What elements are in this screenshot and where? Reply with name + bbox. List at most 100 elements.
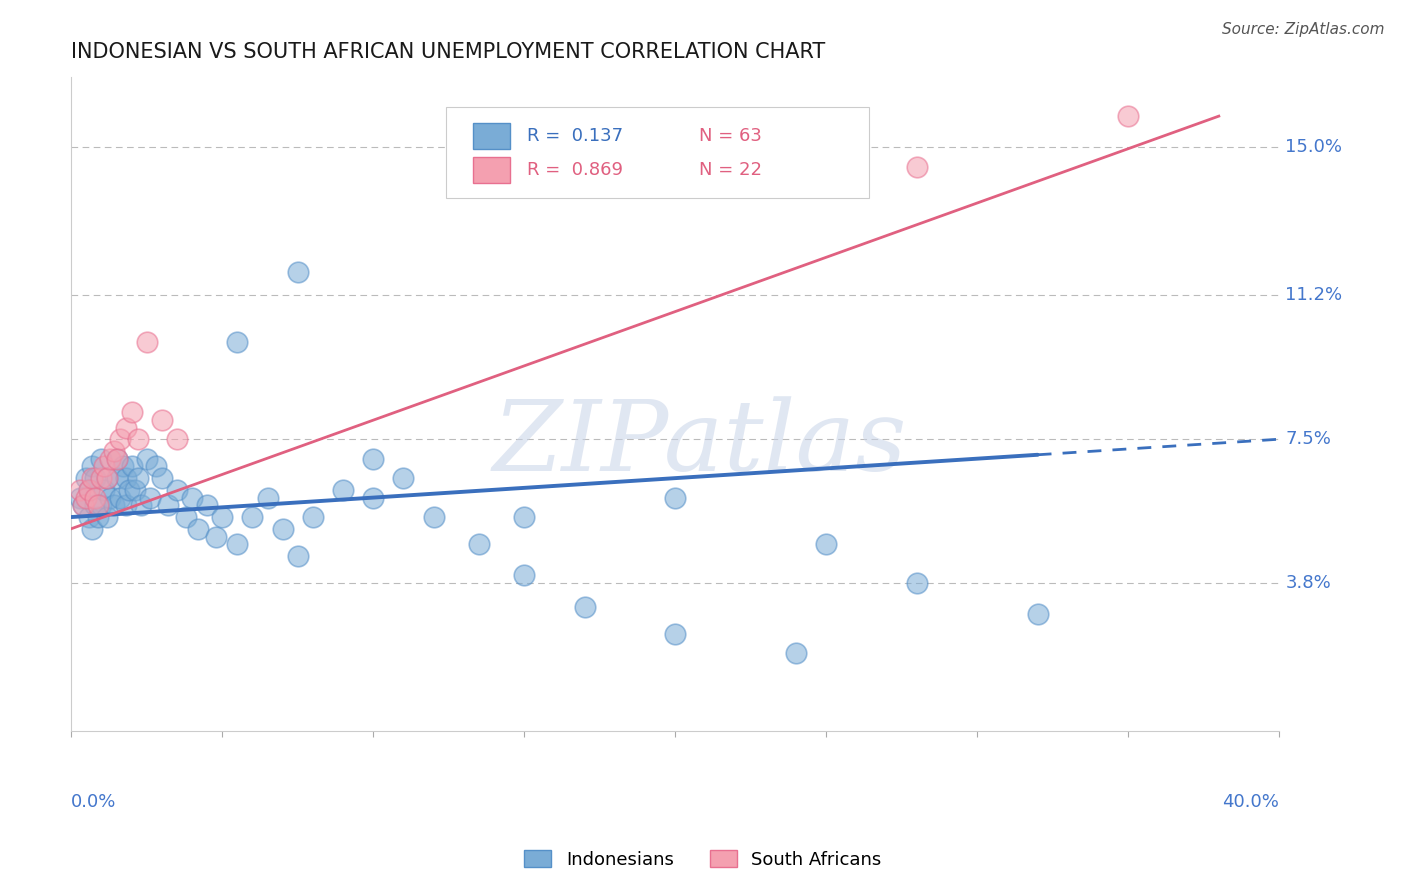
Point: [135, 334, 157, 349]
Point: [174, 510, 197, 524]
Point: [90, 499, 112, 513]
Point: [195, 499, 218, 513]
Point: [96, 471, 118, 485]
Point: [187, 522, 209, 536]
Point: [96, 471, 118, 485]
Point: [69, 491, 91, 505]
Point: [256, 491, 278, 505]
Point: [361, 491, 384, 505]
Point: [135, 451, 157, 466]
Point: [271, 522, 294, 536]
Point: [302, 510, 325, 524]
Point: [139, 491, 162, 505]
Point: [181, 491, 204, 505]
Point: [226, 537, 249, 551]
FancyBboxPatch shape: [474, 157, 510, 183]
Point: [905, 160, 928, 174]
Point: [145, 459, 167, 474]
Text: 40.0%: 40.0%: [1222, 793, 1279, 812]
Point: [905, 576, 928, 591]
Point: [392, 471, 415, 485]
Point: [75, 471, 97, 485]
Point: [361, 451, 384, 466]
Point: [84, 491, 107, 505]
Point: [422, 510, 444, 524]
Point: [82, 522, 104, 536]
Point: [127, 432, 149, 446]
Point: [84, 499, 107, 513]
FancyBboxPatch shape: [474, 123, 510, 149]
Point: [96, 510, 118, 524]
Point: [664, 491, 686, 505]
Point: [156, 499, 179, 513]
Point: [117, 483, 139, 497]
Point: [72, 499, 94, 513]
FancyBboxPatch shape: [446, 107, 869, 198]
Point: [82, 471, 104, 485]
Text: 11.2%: 11.2%: [1285, 286, 1343, 304]
Point: [108, 432, 131, 446]
Text: 7.5%: 7.5%: [1285, 430, 1331, 448]
Point: [513, 568, 536, 582]
Point: [79, 483, 101, 497]
Text: INDONESIAN VS SOUTH AFRICAN UNEMPLOYMENT CORRELATION CHART: INDONESIAN VS SOUTH AFRICAN UNEMPLOYMENT…: [72, 42, 825, 62]
Point: [79, 510, 101, 524]
Point: [103, 499, 125, 513]
Point: [87, 499, 110, 513]
Text: ZIPatlas: ZIPatlas: [492, 396, 907, 491]
Point: [87, 510, 110, 524]
Point: [69, 483, 91, 497]
Point: [124, 483, 146, 497]
Point: [226, 334, 249, 349]
Point: [100, 491, 122, 505]
Point: [205, 529, 228, 543]
Point: [287, 549, 309, 563]
Point: [100, 451, 122, 466]
Point: [90, 451, 112, 466]
Point: [105, 471, 128, 485]
Point: [114, 420, 136, 434]
Point: [1116, 109, 1139, 123]
Point: [79, 483, 101, 497]
Legend: Indonesians, South Africans: Indonesians, South Africans: [519, 845, 887, 874]
Point: [287, 265, 309, 279]
Point: [166, 483, 188, 497]
Point: [121, 459, 143, 474]
Point: [82, 459, 104, 474]
Point: [211, 510, 233, 524]
Point: [332, 483, 354, 497]
Point: [72, 499, 94, 513]
Point: [90, 471, 112, 485]
Point: [84, 471, 107, 485]
Text: 15.0%: 15.0%: [1285, 138, 1343, 156]
Point: [114, 471, 136, 485]
Point: [1026, 607, 1049, 622]
Text: N = 22: N = 22: [699, 161, 762, 179]
Point: [664, 627, 686, 641]
Point: [513, 510, 536, 524]
Text: 3.8%: 3.8%: [1285, 574, 1331, 592]
Text: Source: ZipAtlas.com: Source: ZipAtlas.com: [1222, 22, 1385, 37]
Point: [108, 491, 131, 505]
Point: [129, 499, 152, 513]
Text: R =  0.137: R = 0.137: [527, 127, 623, 145]
Point: [815, 537, 838, 551]
Point: [93, 459, 115, 474]
Text: 0.0%: 0.0%: [72, 793, 117, 812]
Point: [574, 599, 596, 614]
Point: [242, 510, 264, 524]
Point: [121, 405, 143, 419]
Point: [105, 451, 128, 466]
Point: [150, 413, 173, 427]
Point: [468, 537, 491, 551]
Text: R =  0.869: R = 0.869: [527, 161, 623, 179]
Point: [785, 646, 807, 660]
Point: [93, 483, 115, 497]
Point: [103, 443, 125, 458]
Point: [105, 451, 128, 466]
Point: [111, 459, 134, 474]
Point: [114, 499, 136, 513]
Point: [127, 471, 149, 485]
Text: N = 63: N = 63: [699, 127, 762, 145]
Point: [150, 471, 173, 485]
